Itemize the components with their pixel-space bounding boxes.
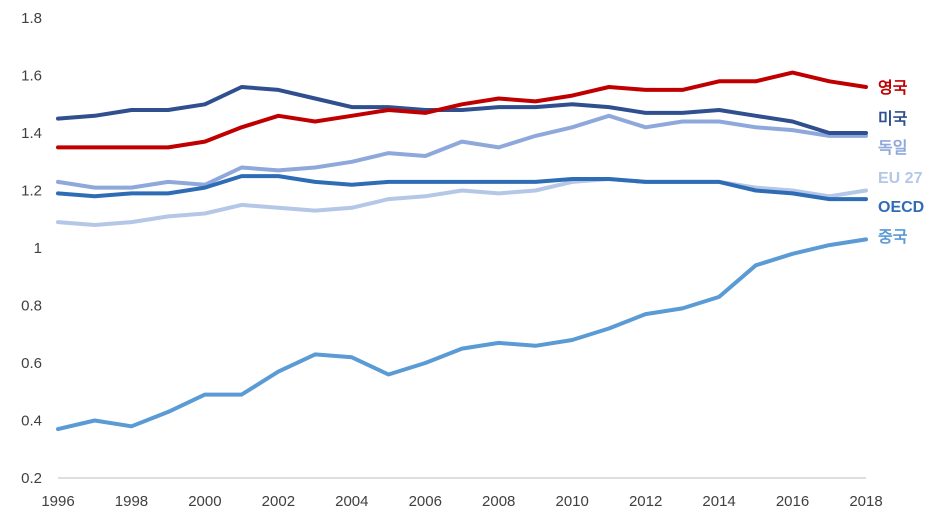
x-tick-label: 2004	[335, 493, 368, 510]
x-tick-label: 2018	[849, 493, 882, 510]
x-tick-label: 2002	[262, 493, 295, 510]
x-tick-label: 2000	[188, 493, 221, 510]
x-tick-label: 2008	[482, 493, 515, 510]
x-tick-label: 1996	[41, 493, 74, 510]
y-tick-label: 1.2	[21, 183, 42, 200]
x-tick-label: 2010	[555, 493, 588, 510]
legend-label: 중국	[878, 228, 908, 246]
series-line-2	[56, 113, 868, 190]
x-tick-label: 2016	[776, 493, 809, 510]
y-tick-label: 1.6	[21, 68, 42, 85]
legend-label: EU 27	[878, 170, 923, 187]
series-line-1	[56, 85, 868, 135]
series-line-5	[56, 237, 868, 432]
y-tick-label: 1	[34, 240, 42, 257]
y-tick-label: 0.4	[21, 413, 42, 430]
y-tick-label: 0.2	[21, 470, 42, 487]
x-axis-ticks: 1996 1998 2000 2002 2004 2006 2008 2010 2012 2014…	[41, 493, 882, 510]
y-tick-label: 1.8	[21, 10, 42, 27]
legend-label: 영국	[878, 79, 908, 97]
x-tick-label: 2012	[629, 493, 662, 510]
y-tick-label: 1.4	[21, 125, 42, 142]
series-line-4	[56, 174, 868, 202]
series-lines	[56, 70, 868, 432]
y-tick-label: 0.8	[21, 298, 42, 315]
x-tick-label: 2014	[702, 493, 735, 510]
legend-label: 독일	[878, 139, 907, 157]
series-line-0	[56, 70, 868, 150]
legend-label: 미국	[878, 110, 908, 128]
x-tick-label: 2006	[409, 493, 442, 510]
legend-label: OECD	[878, 199, 924, 216]
x-tick-label: 1998	[115, 493, 148, 510]
y-tick-label: 0.6	[21, 355, 42, 372]
y-axis-ticks: 0.2 0.4 0.6 0.8 1 1.2 1.4 1.6 1.8	[21, 10, 42, 487]
